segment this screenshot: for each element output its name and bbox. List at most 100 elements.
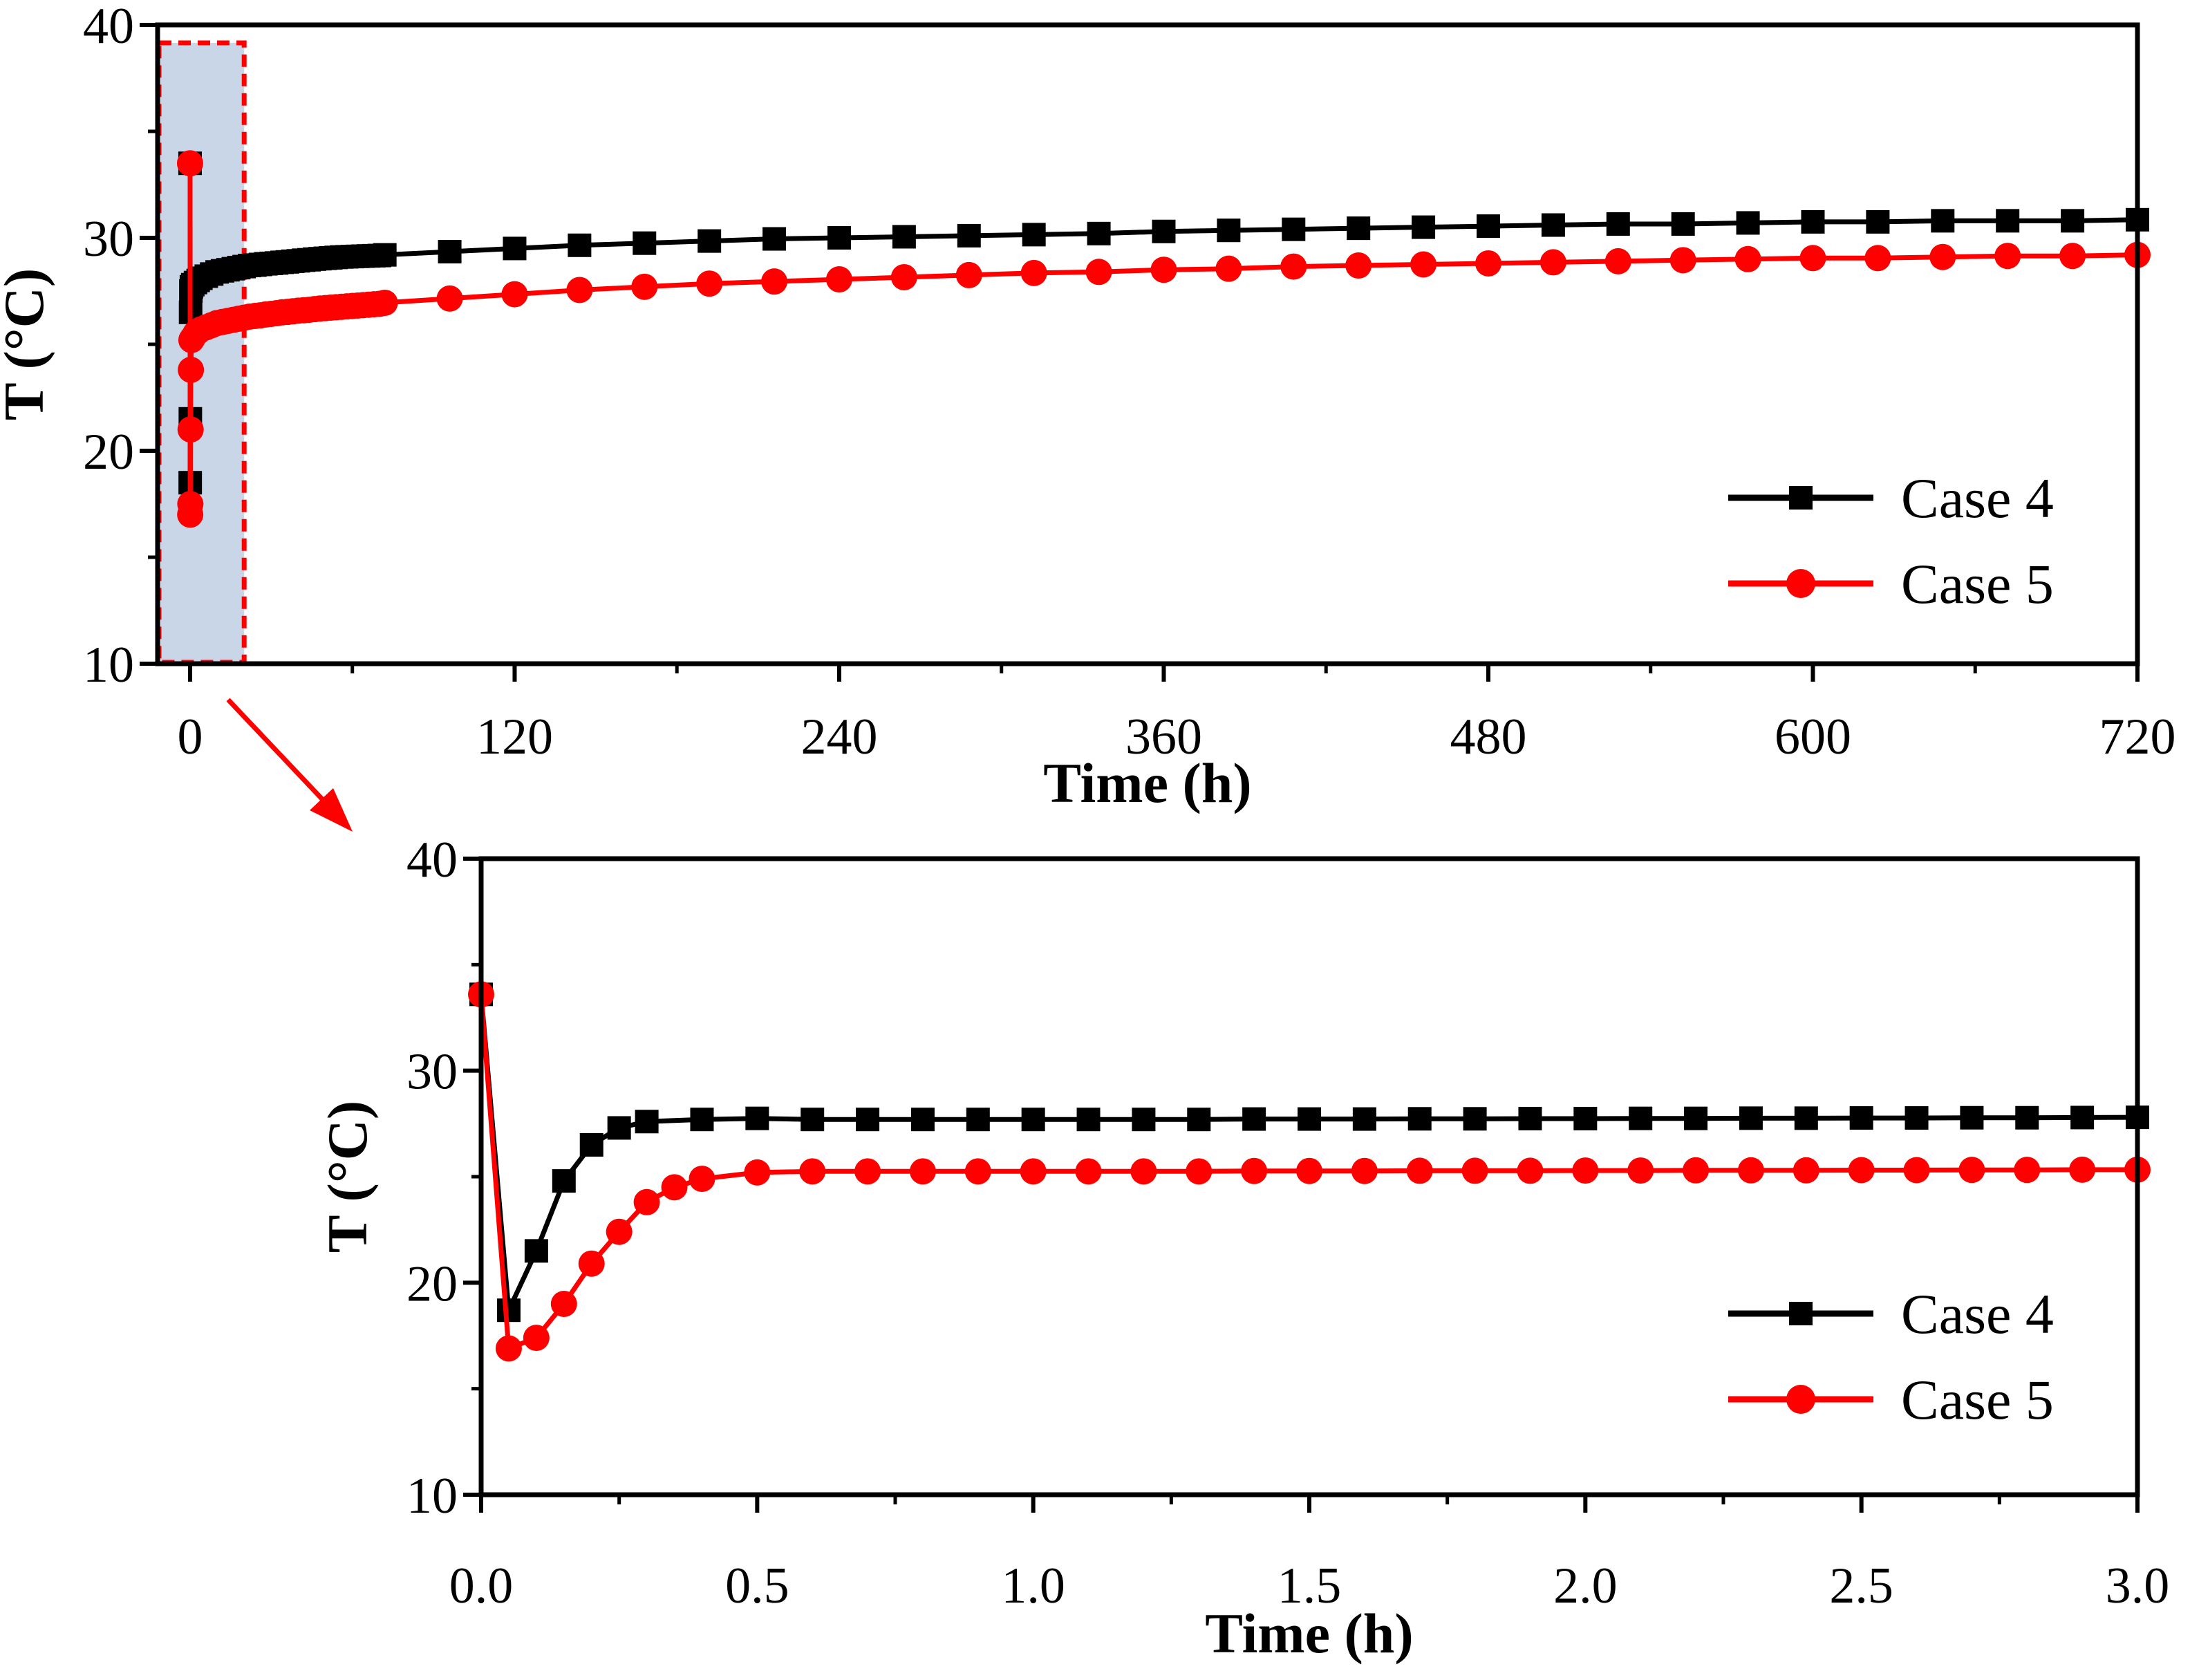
x-tick-label: 0 [177,709,203,765]
data-point [1794,1106,1818,1130]
x-axis-title: Time (h) [1043,752,1251,814]
data-point [438,240,462,264]
data-point [568,233,592,257]
y-tick-label: 20 [406,1256,458,1312]
data-point [1541,213,1565,237]
data-point [1412,215,1436,239]
data-point [696,270,723,297]
data-point [1801,209,1825,234]
data-point [1736,211,1760,235]
x-tick-label: 1.5 [1278,1558,1342,1614]
legend: Case 4 Case 5 [1728,467,2054,615]
legend-label: Case 5 [1901,552,2054,615]
data-point [2059,243,2086,270]
arrow-head [310,788,353,832]
data-point [957,223,981,248]
data-point [371,289,398,316]
data-point [1793,1157,1819,1184]
y-tick-label: 10 [83,637,134,693]
data-point [524,1239,548,1263]
data-point [373,243,397,267]
data-point [1475,250,1501,277]
series-case-5 [176,150,2151,528]
series-case-5 [468,981,2151,1362]
data-point [2014,1157,2041,1184]
data-point [1407,1107,1432,1131]
data-point [1671,212,1695,236]
data-point [177,416,204,443]
data-point [2070,1105,2095,1130]
data-point [799,1158,826,1185]
x-tick-label: 720 [2099,709,2176,765]
data-point [964,1158,991,1185]
y-tick-label: 30 [83,211,134,268]
data-point [1406,1157,1433,1184]
data-point [1476,214,1500,239]
legend-entry: Case 5 [1728,552,2054,615]
overview-chart: 0 120 240 360 480 600 720 Time (h) 10 20 30 40 T (°C… [0,0,2176,814]
x-tick-label: 0.0 [449,1558,514,1614]
data-point [177,491,204,517]
data-point [698,229,722,253]
data-point [1282,217,1306,241]
legend-entry: Case 4 [1728,467,2054,530]
data-point [745,1106,769,1130]
legend-marker [1789,1302,1813,1325]
x-tick-label: 2.5 [1829,1558,1893,1614]
data-point [909,1158,936,1185]
data-point [1539,249,1566,276]
data-point [1085,259,1112,286]
data-point [607,1116,631,1140]
data-point [1604,248,1631,274]
x-tick-label: 240 [801,709,877,765]
data-point [1022,223,1046,247]
data-point [2069,1156,2096,1183]
data-point [1347,216,1371,241]
data-point [690,1108,714,1132]
y-tick-label: 40 [83,0,134,55]
data-point [1150,256,1177,283]
data-point [1669,247,1696,274]
data-point [1298,1107,1321,1131]
data-point [1152,219,1176,243]
data-point [1186,1158,1213,1185]
series-line [478,993,2138,1313]
series-case-4 [469,982,2149,1323]
data-point [1866,209,1890,234]
data-point [1461,1157,1488,1184]
data-point [966,1108,990,1132]
y-tick-label: 20 [83,424,134,480]
y-tick-label: 30 [406,1044,458,1101]
data-point [1734,245,1761,272]
data-point [856,1108,880,1132]
data-point [1020,1158,1047,1185]
data-point [1848,1157,1875,1184]
plot-frame [155,22,2140,666]
data-point [1684,1106,1708,1130]
data-point [631,273,658,300]
data-point [1904,1106,1929,1130]
data-point [801,1108,825,1132]
data-point [1960,1105,1984,1130]
data-point [495,1335,522,1362]
y-tick-label: 10 [406,1468,458,1524]
data-point [761,268,788,295]
legend-entry: Case 5 [1728,1368,2054,1431]
legend-entry: Case 4 [1728,1282,2054,1345]
x-tick-label: 0.5 [725,1558,789,1614]
data-point [1217,218,1241,243]
data-point [1683,1157,1710,1184]
series-line [187,163,2138,485]
x-tick-label: 120 [476,709,553,765]
data-point [1849,1106,1873,1130]
data-point [176,150,203,177]
x-axis: 0.0 0.5 1.0 1.5 2.0 2.5 3.0 Time (h) [449,1495,2169,1665]
y-axis: 10 20 30 40 T (°C) [316,832,481,1524]
data-point [827,226,851,250]
data-point [689,1166,715,1193]
legend-marker [1786,1385,1815,1414]
data-point [1572,1157,1599,1184]
zoom-arrow [226,698,353,832]
data-point [1627,1157,1654,1184]
y-axis-title: T (°C) [316,1101,379,1253]
